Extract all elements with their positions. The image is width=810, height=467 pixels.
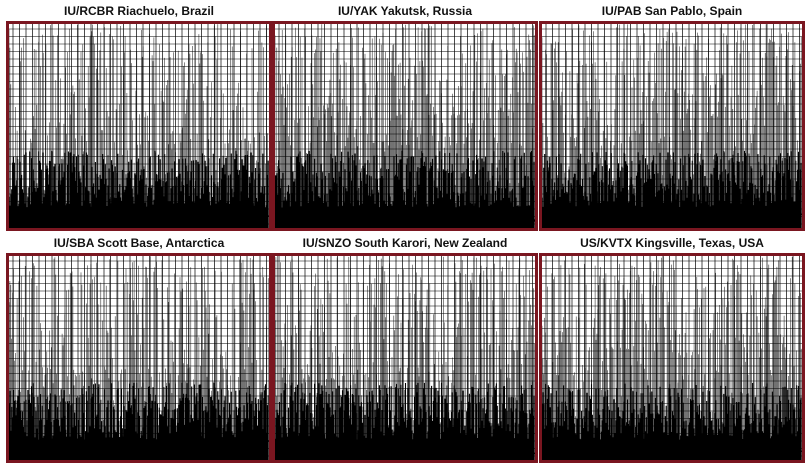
seismogram-plot: [275, 256, 535, 460]
chart-title: IU/SNZO South Karori, New Zealand: [302, 236, 508, 250]
plot-frame: [272, 21, 538, 231]
series-line-baseline: [542, 209, 802, 223]
plot-frame: [539, 21, 805, 231]
plot-frame: [272, 253, 538, 463]
seismogram-plot: [542, 24, 802, 228]
series-line-baseline: [275, 212, 535, 228]
seismogram-plot: [275, 24, 535, 228]
seismogram-plot: [9, 256, 269, 460]
chart-title: IU/PAB San Pablo, Spain: [601, 4, 743, 18]
series-line-baseline: [9, 207, 269, 221]
chart-panel-yak: IU/YAK Yakutsk, Russia: [272, 2, 538, 235]
plot-frame: [6, 253, 272, 463]
seismogram-plot: [9, 24, 269, 228]
chart-panel-snzo: IU/SNZO South Karori, New Zealand: [272, 234, 538, 467]
chart-panel-pab: IU/PAB San Pablo, Spain: [539, 2, 805, 235]
series-line-lowband: [9, 382, 269, 460]
chart-title: IU/YAK Yakutsk, Russia: [337, 4, 473, 18]
series-line-baseline: [275, 443, 535, 457]
chart-title: US/KVTX Kingsville, Texas, USA: [580, 236, 764, 250]
series-line-lowband: [275, 150, 535, 228]
series-line-lowband: [542, 382, 802, 460]
plot-frame: [6, 21, 272, 231]
chart-panel-rcbr: IU/RCBR Riachuelo, Brazil: [6, 2, 272, 235]
series-line-baseline: [9, 438, 269, 453]
seismogram-plot: [542, 256, 802, 460]
series-line-lowband: [542, 150, 802, 228]
chart-title: IU/SBA Scott Base, Antarctica: [53, 236, 225, 250]
plot-frame: [539, 253, 805, 463]
chart-title: IU/RCBR Riachuelo, Brazil: [63, 4, 215, 18]
series-line-lowband: [275, 382, 535, 460]
series-line-baseline: [542, 442, 802, 457]
chart-panel-sba: IU/SBA Scott Base, Antarctica: [6, 234, 272, 467]
series-line-spikes: [542, 256, 802, 450]
series-line-spikes: [275, 24, 535, 220]
chart-panel-kvtx: US/KVTX Kingsville, Texas, USA: [539, 234, 805, 467]
